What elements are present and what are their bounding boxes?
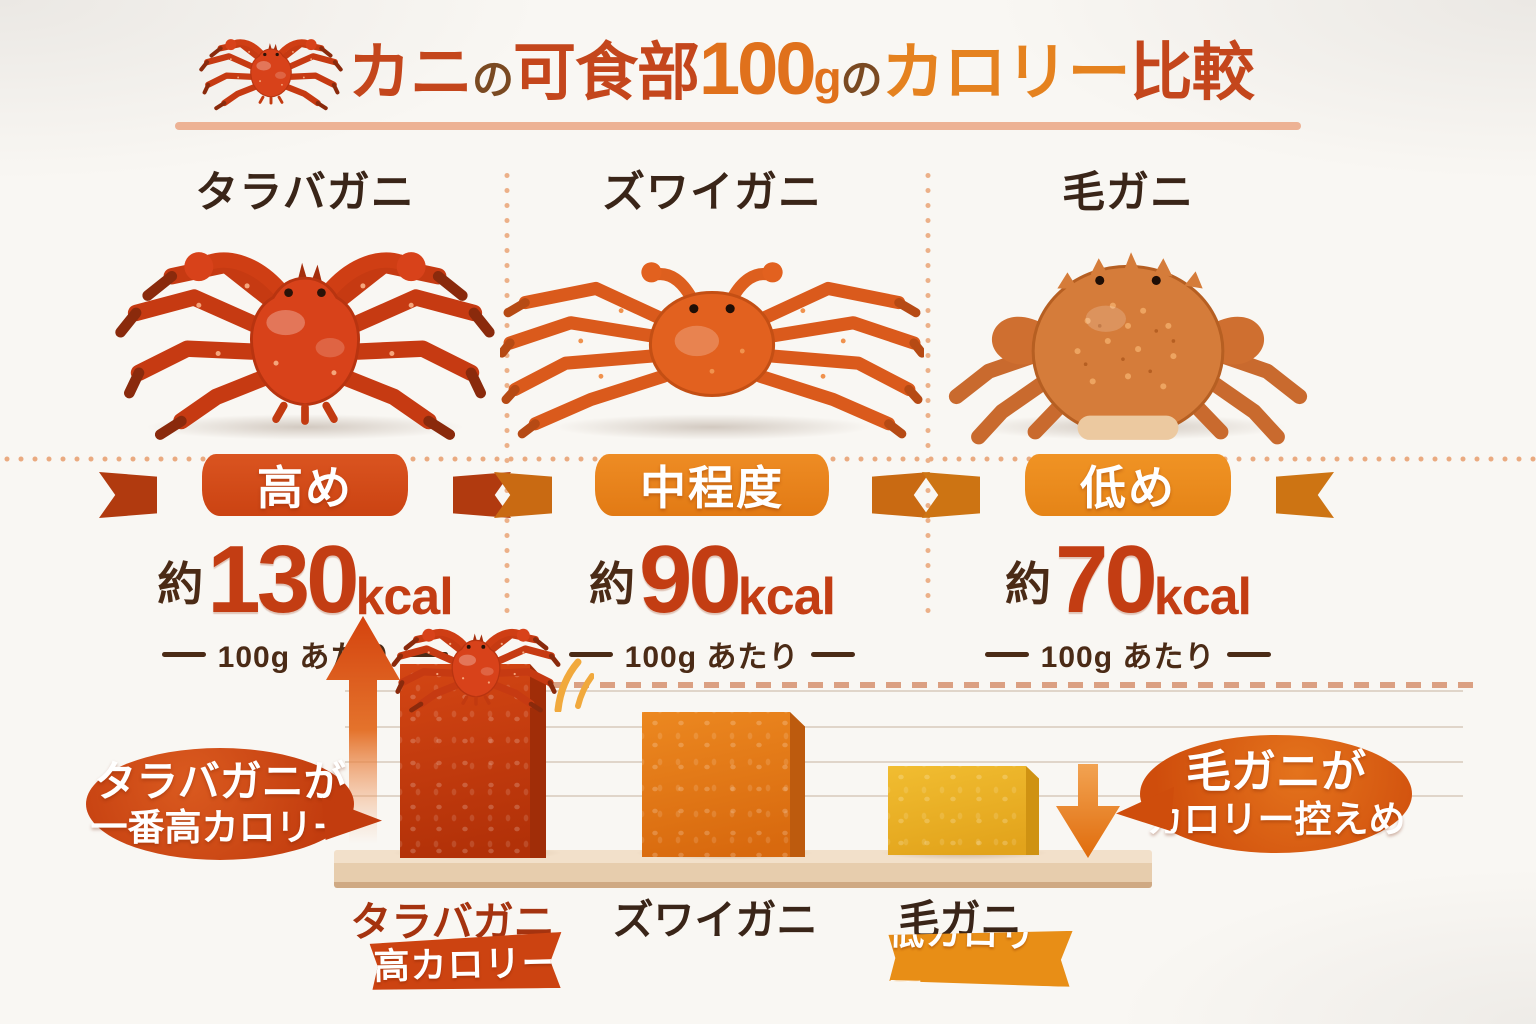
action-marks-icon	[554, 658, 594, 712]
gridline	[345, 726, 1463, 728]
dash-decoration	[984, 651, 1029, 657]
approx-label: 約	[1005, 558, 1051, 610]
kcal-unit: kcal	[355, 567, 453, 626]
snow-crab-illustration	[500, 240, 924, 452]
kcal-value: 90	[639, 526, 742, 634]
ribbon-tail	[494, 472, 552, 518]
kcal-unit: kcal	[737, 567, 836, 626]
bar-kegani	[888, 766, 1039, 855]
kcal-unit: kcal	[1153, 567, 1252, 626]
arrow-down-icon	[1056, 764, 1120, 858]
title-segment: の	[840, 56, 883, 103]
column-divider	[925, 168, 931, 620]
level-ribbon: 高め	[85, 454, 525, 528]
kcal-line: 約 70 kcal	[908, 526, 1348, 634]
bar-front-face	[642, 712, 790, 857]
crab-illustration-box	[85, 228, 525, 450]
column-zuwai: ズワイガニ 中程度 約 90 kcal 100g あたり	[492, 158, 932, 676]
per-100g-label: 100g あたり	[624, 641, 800, 674]
level-label: 低め	[1025, 454, 1231, 516]
crab-name: 毛ガニ	[1062, 169, 1194, 217]
bar-side-face	[530, 664, 546, 858]
bar-taraba	[400, 664, 546, 858]
bubble-text-line: カロリー控えめ	[1146, 798, 1406, 840]
level-label: 中程度	[595, 454, 829, 516]
dashed-reference-line	[548, 682, 1480, 688]
per-100g-line: 100g あたり	[908, 632, 1348, 676]
title-segment: 100	[699, 27, 816, 110]
kcal-value: 130	[207, 526, 359, 634]
bar-zuwai	[642, 712, 805, 857]
gridline	[345, 761, 1463, 763]
low-calorie-badge: 低カロリー	[887, 927, 1072, 987]
king-crab-illustration	[107, 228, 503, 450]
speech-bubble-highest: タラバガニが 一番高カロリー	[86, 748, 354, 860]
dash-decoration	[811, 651, 856, 657]
gridline	[345, 690, 1463, 692]
ribbon-tail	[1276, 472, 1334, 518]
approx-label: 約	[589, 558, 635, 610]
bubble-text-line: タラバガニが	[94, 758, 346, 806]
crab-icon	[198, 26, 344, 118]
bubble-text-line: 毛ガニが	[1185, 746, 1366, 798]
crab-illustration-box	[908, 228, 1348, 450]
column-taraba: タラバガニ 高め 約 130 kcal 100g あたり	[85, 158, 525, 676]
crab-illustration-box	[492, 228, 932, 450]
crab-name: タラバガニ	[195, 169, 415, 217]
title-segment: カロリー	[881, 38, 1131, 108]
title-segment: カニ	[348, 38, 473, 108]
crab-name: ズワイガニ	[602, 169, 822, 217]
ribbon-tail	[99, 472, 157, 518]
bar-front-face	[888, 766, 1026, 855]
bar-front-face	[400, 664, 530, 858]
kcal-value: 70	[1055, 526, 1158, 634]
mini-crab-on-bar	[390, 618, 562, 717]
level-ribbon: 低め	[908, 454, 1348, 528]
page-title: カニの可食部 100 g のカロリー 比較	[348, 22, 1298, 126]
ribbon-tail	[922, 472, 980, 518]
bar-side-face	[790, 712, 805, 857]
approx-label: 約	[157, 558, 204, 610]
title-segment: g	[813, 52, 841, 104]
speech-bubble-lowest: 毛ガニが カロリー控えめ	[1140, 735, 1412, 853]
level-label: 高め	[202, 454, 408, 516]
per-100g-label: 100g あたり	[1040, 641, 1216, 674]
bubble-text-line: 一番高カロリー	[90, 806, 350, 848]
per-100g-line: 100g あたり	[492, 632, 932, 676]
dash-decoration	[568, 651, 613, 657]
title-segment: 比較	[1129, 38, 1255, 108]
arrow-up-icon	[326, 616, 400, 844]
hairy-crab-illustration	[918, 230, 1338, 452]
dash-decoration	[161, 651, 206, 657]
kcal-line: 約 130 kcal	[85, 526, 525, 634]
kcal-line: 約 90 kcal	[492, 526, 932, 634]
title-segment: 可食部	[513, 38, 700, 108]
level-ribbon: 中程度	[492, 454, 932, 528]
title-underline	[175, 122, 1301, 130]
dash-decoration	[404, 651, 449, 657]
bar-side-face	[1026, 766, 1039, 855]
title-segment: の	[472, 56, 514, 103]
bar-label-zuwai: ズワイガニ	[612, 897, 818, 943]
crab-shadow	[552, 414, 872, 440]
column-kegani: 毛ガニ 低め 約 70 kcal 100g あたり	[908, 158, 1348, 676]
dash-decoration	[1227, 651, 1272, 657]
